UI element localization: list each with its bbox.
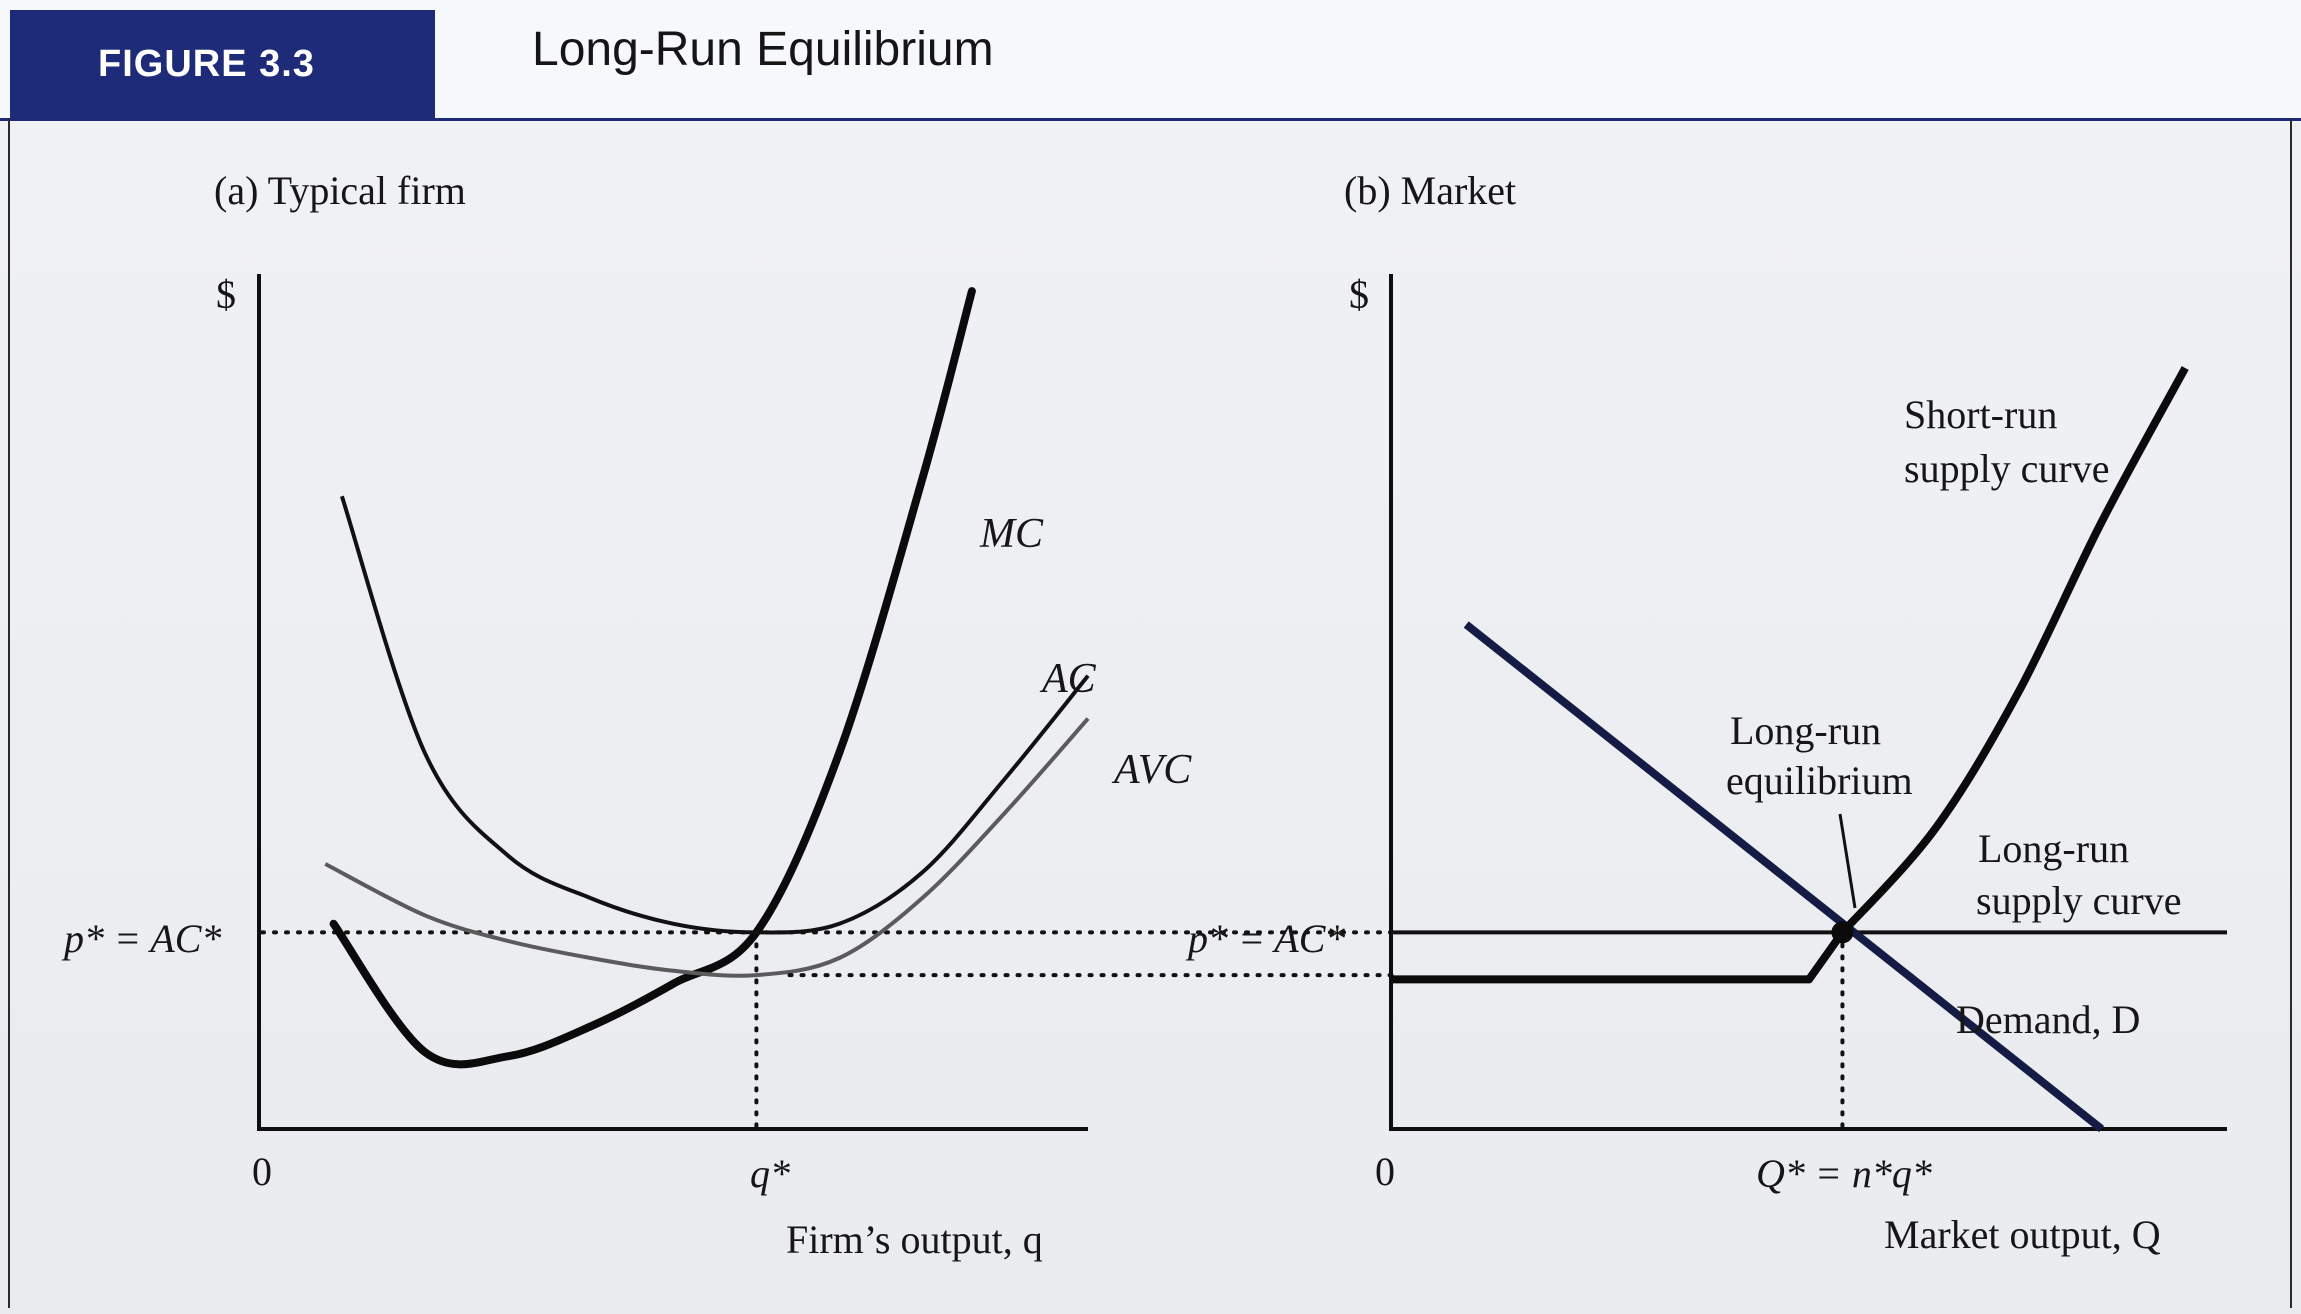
long-run-supply-label-line1: Long-run bbox=[1978, 826, 2129, 871]
avc-label: AVC bbox=[1111, 747, 1192, 793]
figure-label: FIGURE 3.3 bbox=[10, 10, 435, 118]
figure-header: FIGURE 3.3 Long-Run Equilibrium bbox=[0, 0, 2301, 121]
panel-a: (a) Typical firm $ 0 Firm’s output, q p*… bbox=[61, 168, 1394, 1262]
panel-b-x-axis-label: Market output, Q bbox=[1884, 1212, 2161, 1257]
panel-a-qstar-label: q* bbox=[750, 1151, 790, 1196]
panel-b-y-axis-label: $ bbox=[1349, 272, 1369, 317]
equilibrium-label-line2: equilibrium bbox=[1726, 758, 1913, 803]
panel-b-price-label[interactable]: p* = AC* bbox=[1185, 916, 1345, 961]
ac-label: AC bbox=[1039, 656, 1097, 702]
figure-frame bbox=[8, 118, 2292, 1308]
panel-b-origin-label: 0 bbox=[1375, 1149, 1395, 1194]
demand-label: Demand, D bbox=[1956, 997, 2140, 1042]
short-run-label-line1: Short-run bbox=[1904, 392, 2057, 437]
short-run-label-line2: supply curve bbox=[1904, 446, 2110, 491]
mc-curve[interactable] bbox=[329, 287, 976, 1069]
ac-curve[interactable] bbox=[339, 495, 1090, 935]
figure-title: Long-Run Equilibrium bbox=[532, 23, 994, 76]
equilibrium-point[interactable] bbox=[1831, 921, 1854, 944]
panel-a-x-axis-label: Firm’s output, q bbox=[786, 1217, 1043, 1262]
panel-a-y-axis-label: $ bbox=[216, 272, 236, 317]
panel-a-price-label[interactable]: p* = AC* bbox=[61, 916, 221, 961]
demand-curve[interactable] bbox=[1463, 621, 2105, 1133]
equilibrium-label-line1: Long-run bbox=[1730, 708, 1881, 753]
long-run-supply-label-line2: supply curve bbox=[1976, 878, 2182, 923]
panel-b-heading: (b) Market bbox=[1344, 168, 1516, 213]
avc-curve[interactable] bbox=[324, 717, 1090, 978]
panel-a-origin-label: 0 bbox=[252, 1149, 272, 1194]
equilibrium-leader bbox=[1838, 813, 1857, 909]
panel-b: (b) Market $ 0 Market output, Q p* = AC*… bbox=[787, 168, 2227, 1257]
panel-b-qstar-label: Q* = n*q* bbox=[1756, 1151, 1932, 1196]
demand-label-text: Demand, D bbox=[1956, 997, 2140, 1042]
short-run-supply-curve[interactable] bbox=[1391, 366, 2189, 984]
mc-label: MC bbox=[979, 511, 1044, 557]
panel-a-heading: (a) Typical firm bbox=[214, 168, 466, 213]
